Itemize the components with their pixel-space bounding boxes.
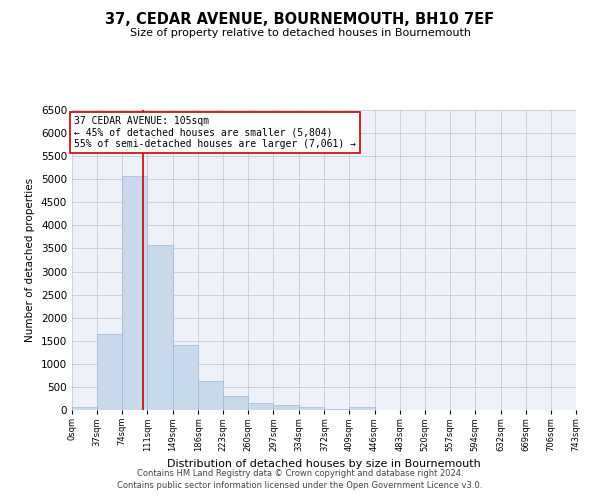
- Bar: [72, 406, 97, 410]
- Bar: [122, 176, 147, 410]
- Text: Contains HM Land Registry data © Crown copyright and database right 2024.: Contains HM Land Registry data © Crown c…: [137, 468, 463, 477]
- Bar: [349, 406, 374, 410]
- Text: Size of property relative to detached houses in Bournemouth: Size of property relative to detached ho…: [130, 28, 470, 38]
- Bar: [173, 346, 198, 410]
- Bar: [198, 382, 223, 410]
- Text: Contains public sector information licensed under the Open Government Licence v3: Contains public sector information licen…: [118, 481, 482, 490]
- Text: 37 CEDAR AVENUE: 105sqm
← 45% of detached houses are smaller (5,804)
55% of semi: 37 CEDAR AVENUE: 105sqm ← 45% of detache…: [74, 116, 356, 148]
- Bar: [97, 334, 122, 410]
- Bar: [325, 408, 349, 410]
- Bar: [299, 408, 325, 410]
- Bar: [147, 245, 173, 410]
- Bar: [274, 406, 299, 410]
- Bar: [223, 396, 248, 410]
- X-axis label: Distribution of detached houses by size in Bournemouth: Distribution of detached houses by size …: [167, 459, 481, 469]
- Y-axis label: Number of detached properties: Number of detached properties: [25, 178, 35, 342]
- Text: 37, CEDAR AVENUE, BOURNEMOUTH, BH10 7EF: 37, CEDAR AVENUE, BOURNEMOUTH, BH10 7EF: [106, 12, 494, 28]
- Bar: [248, 403, 274, 410]
